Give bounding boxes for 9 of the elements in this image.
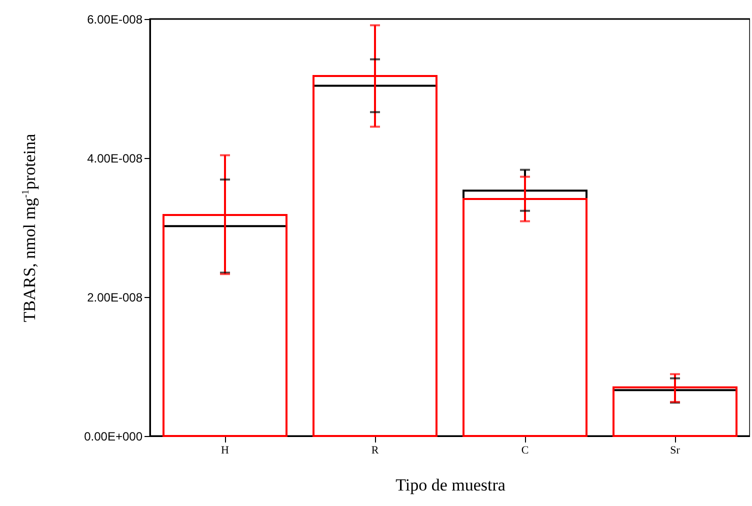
x-tick-label: H xyxy=(221,444,230,456)
y-tick-label: 2.00E-008 xyxy=(87,290,143,304)
y-tick-label: 6.00E-008 xyxy=(87,12,143,26)
y-tick-label: 0.00E+000 xyxy=(84,430,143,444)
x-tick-label: R xyxy=(371,444,380,456)
x-tick-label: Sr xyxy=(670,444,680,456)
x-axis-title: Tipo de muestra xyxy=(396,476,506,494)
x-tick-label: C xyxy=(521,444,529,456)
y-tick-label: 4.00E-008 xyxy=(87,152,143,166)
